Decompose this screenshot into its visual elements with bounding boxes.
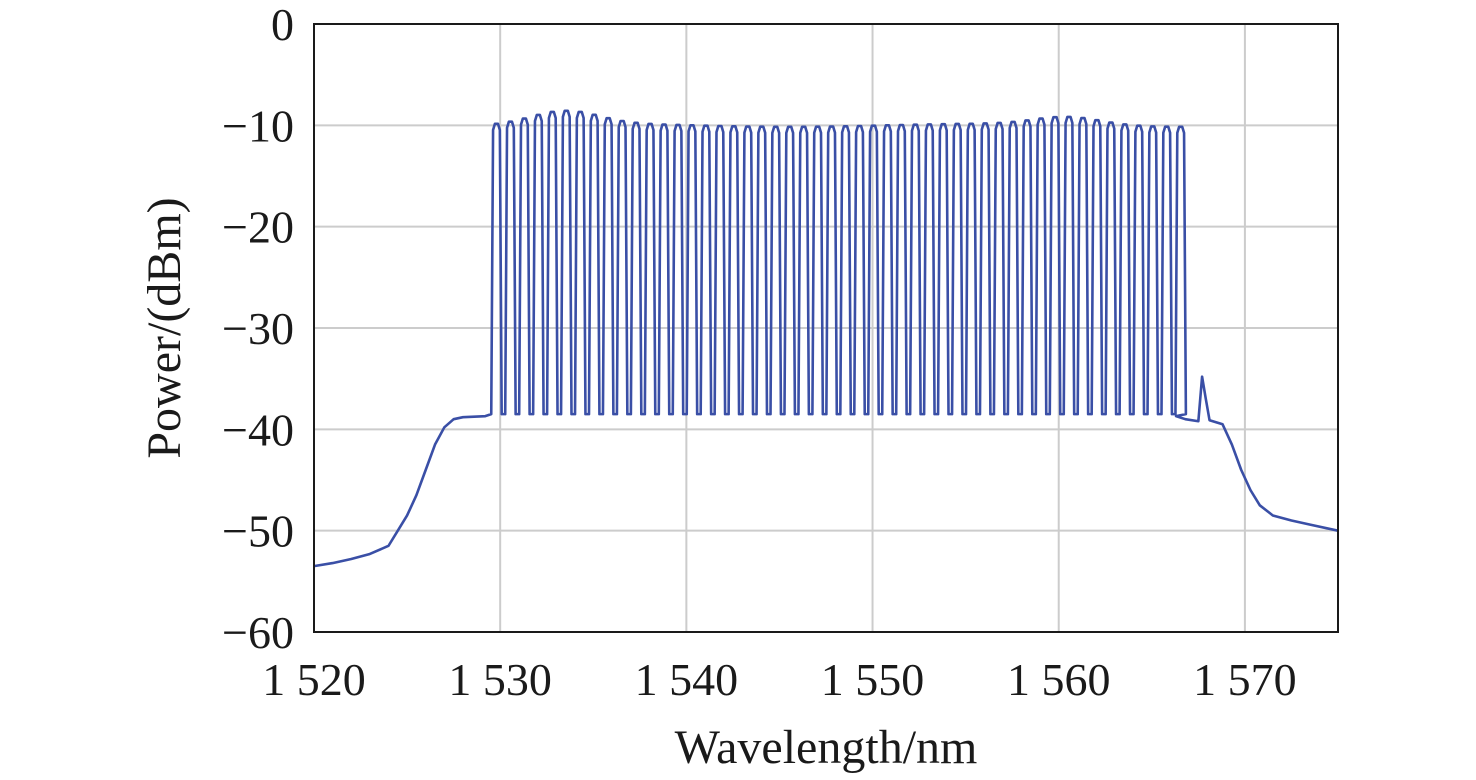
plot-frame <box>313 23 1339 633</box>
y-tick-label: −10 <box>222 100 294 151</box>
y-tick-label: −40 <box>222 404 294 455</box>
y-tick-label: −20 <box>222 202 294 253</box>
x-tick-label: 1 520 <box>262 654 366 705</box>
x-tick-label: 1 560 <box>1007 654 1111 705</box>
spectrum-line <box>313 109 1339 568</box>
y-tick-label: 0 <box>271 0 294 50</box>
x-axis-title: Wavelength/nm <box>675 721 978 774</box>
y-tick-label: −30 <box>222 303 294 354</box>
y-tick-label: −50 <box>222 506 294 557</box>
x-tick-label: 1 540 <box>635 654 739 705</box>
line-layer <box>313 109 1339 568</box>
x-tick-label: 1 550 <box>821 654 925 705</box>
x-tick-label: 1 530 <box>448 654 552 705</box>
y-tick-label: −60 <box>222 607 294 658</box>
tick-label-layer: 1 520 1 530 1 540 1 550 1 560 1 570 0 −10 −20 −30… <box>222 0 1297 705</box>
x-tick-label: 1 570 <box>1193 654 1297 705</box>
y-axis-title: Power/(dBm) <box>138 197 191 458</box>
